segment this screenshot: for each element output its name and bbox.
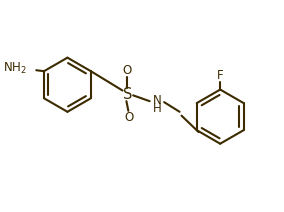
Text: S: S [123, 87, 132, 102]
Text: O: O [123, 64, 132, 77]
Text: F: F [217, 68, 224, 82]
Text: H: H [153, 102, 162, 115]
Text: NH$_2$: NH$_2$ [3, 61, 27, 76]
Text: N: N [153, 94, 162, 107]
Text: O: O [125, 111, 134, 124]
